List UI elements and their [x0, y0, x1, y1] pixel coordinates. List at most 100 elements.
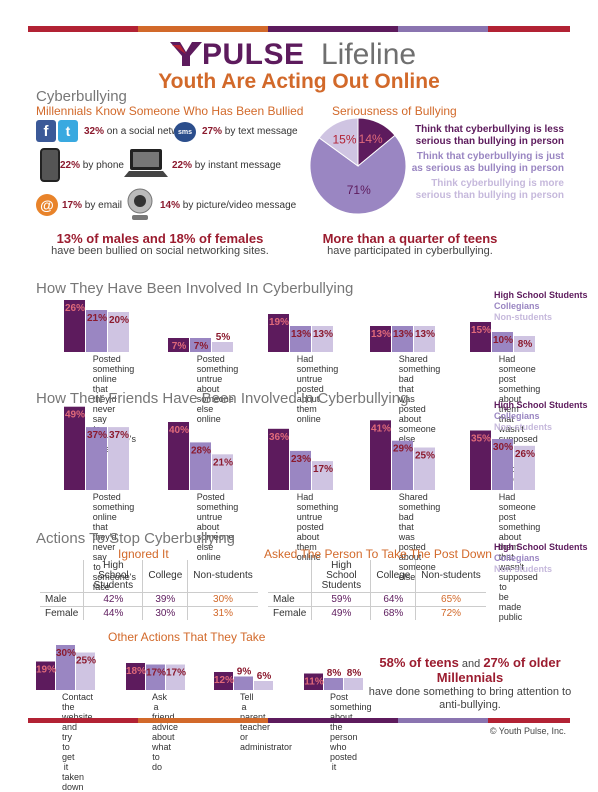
- involved-legend: High School Students Collegians Non-stud…: [494, 290, 588, 322]
- bar-value-label: 49%: [65, 410, 85, 421]
- asked-col-non: Non-students: [415, 560, 486, 593]
- page-subtitle: Youth Are Acting Out Online: [158, 70, 440, 93]
- bar-value-label: 20%: [109, 315, 129, 326]
- bar-value-label: 9%: [237, 667, 252, 678]
- table-row: Female 49% 68% 72%: [268, 606, 486, 620]
- ignored-col-college: College: [142, 560, 189, 593]
- bar-value-label: 18%: [126, 666, 146, 677]
- bar-value-label: 5%: [216, 332, 231, 343]
- callout-quarter-teens: More than a quarter of teens have partic…: [322, 231, 498, 257]
- bar-category-label: Contact the website and try to get it ta…: [62, 692, 94, 792]
- top-bar-purple: [268, 26, 398, 32]
- bar: [324, 678, 343, 690]
- bar-value-label: 6%: [257, 671, 272, 682]
- ignored-col-non: Non-students: [187, 560, 258, 593]
- bar: [414, 326, 435, 352]
- brand-lifeline: Lifeline: [321, 38, 417, 71]
- bar: [64, 300, 85, 352]
- bar-value-label: 37%: [109, 430, 129, 441]
- stat-social-network: 32% on a social network: [84, 126, 193, 137]
- laptop-icon: [124, 149, 168, 177]
- bar: [254, 681, 273, 690]
- bar-value-label: 28%: [191, 445, 211, 456]
- pie-slice-just-as-serious: [309, 134, 407, 215]
- bar: [76, 652, 95, 690]
- bar-value-label: 10%: [493, 335, 513, 346]
- bar: [290, 326, 311, 352]
- bar-value-label: 7%: [194, 341, 209, 352]
- pie-slice-more-serious: [318, 117, 359, 167]
- other-actions-bar-chart: 19%30%25%18% 17% 17%12%9% 6% 11%8% 8%: [36, 645, 363, 690]
- bar: [268, 428, 289, 490]
- bar-value-label: 26%: [65, 303, 85, 314]
- bar-value-label: 8%: [518, 339, 533, 350]
- bar: [212, 342, 233, 352]
- bar: [146, 664, 165, 690]
- asked-table: High School Students College Non-student…: [268, 560, 486, 620]
- pie-slice-label: 14%: [359, 132, 383, 146]
- bar: [392, 440, 413, 490]
- bar-value-label: 35%: [471, 434, 491, 445]
- bar-value-label: 13%: [371, 329, 391, 340]
- bar: [214, 672, 233, 690]
- bar: [64, 406, 85, 490]
- bar: [344, 678, 363, 690]
- top-bar-red: [28, 26, 138, 32]
- bar: [304, 673, 323, 690]
- pie-legend-more-serious: Think cyberbullying is more serious than…: [415, 178, 564, 201]
- bar: [514, 336, 535, 352]
- top-bar-red-right: [488, 26, 570, 32]
- stat-text-message: 27% by text message: [202, 126, 298, 137]
- bar-value-label: 30%: [56, 648, 76, 659]
- bar: [312, 326, 333, 352]
- webcam-icon: [127, 188, 153, 220]
- email-icon: @: [36, 194, 58, 216]
- know-bullied-title: Millennials Know Someone Who Has Been Bu…: [36, 104, 304, 118]
- involved-bar-chart: 26%21% 20%7% 7%5%19%13% 13% 13% 13% 13% 15%10% 8…: [64, 300, 535, 352]
- pie-legend-just-as-serious: Think that cyberbullying is just as seri…: [411, 151, 564, 174]
- bar-value-label: 29%: [393, 444, 413, 455]
- bar: [290, 450, 311, 490]
- bar: [108, 427, 129, 490]
- bottom-color-bar: [28, 718, 570, 723]
- bar: [126, 663, 145, 690]
- bar: [234, 676, 253, 690]
- bar: [492, 439, 513, 490]
- friends-title: How Their Friends Have Been Involved In …: [36, 390, 409, 407]
- ignored-title: Ignored It: [118, 547, 169, 561]
- friends-legend: High School Students Collegians Non-stud…: [494, 400, 588, 432]
- bar: [370, 326, 391, 352]
- phone-icon: [40, 148, 60, 182]
- bar-value-label: 26%: [515, 449, 535, 460]
- bar-value-label: 13%: [393, 329, 413, 340]
- bar: [86, 427, 107, 490]
- bar-value-label: 13%: [313, 329, 333, 340]
- bar: [86, 310, 107, 352]
- bar-category-label: Posted something untrue about someone el…: [196, 492, 239, 562]
- other-actions-title: Other Actions That They Take: [108, 630, 266, 644]
- bar-value-label: 36%: [269, 432, 289, 443]
- actions-title: Actions To Stop Cyberbullying: [36, 530, 235, 547]
- bar: [492, 332, 513, 352]
- bar: [470, 430, 491, 490]
- social-network-icon: f t: [36, 120, 78, 142]
- asked-col-college: College: [370, 560, 417, 593]
- top-color-bar: [28, 26, 570, 32]
- bar-value-label: 15%: [471, 325, 491, 336]
- bar: [470, 322, 491, 352]
- seriousness-pie-chart: 14% 71% 15%: [309, 117, 407, 215]
- callout-anti-bullying: 58% of teens and 27% of older Millennial…: [368, 655, 572, 711]
- bar-value-label: 12%: [214, 675, 234, 686]
- bar-category-label: Ask a friend advice about what to do: [152, 692, 179, 772]
- stat-instant-message: 22% by instant message: [172, 160, 281, 171]
- bar: [268, 314, 289, 352]
- bar-value-label: 8%: [347, 668, 362, 679]
- top-bar-lavender: [398, 26, 488, 32]
- text-message-icon: sms: [174, 122, 196, 142]
- bar-value-label: 30%: [493, 442, 513, 453]
- bar: [514, 445, 535, 490]
- ignored-col-hs: High School Students: [83, 560, 144, 593]
- pie-legend-less-serious: Think that cyberbullying is less serious…: [415, 124, 564, 147]
- bar: [312, 461, 333, 490]
- bar-value-label: 21%: [87, 313, 107, 324]
